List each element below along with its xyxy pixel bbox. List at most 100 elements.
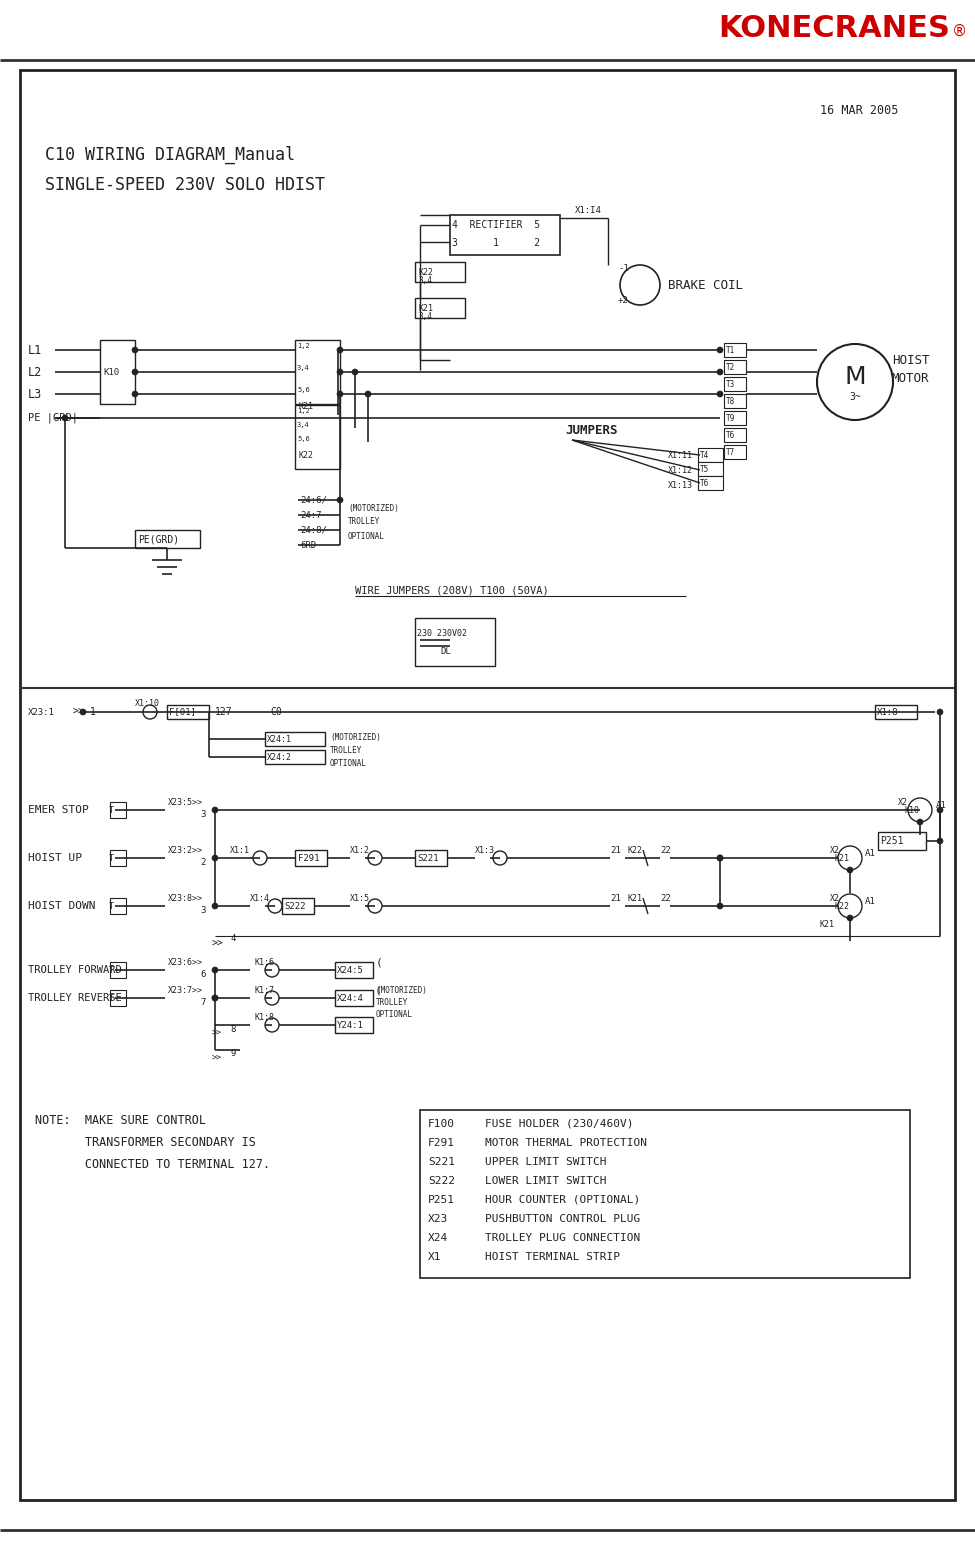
Circle shape (337, 369, 343, 375)
Text: 5,6: 5,6 (297, 436, 310, 442)
Bar (335, 1017, 373, 1033)
Bar (698, 476, 723, 490)
Text: (MOTORIZED): (MOTORIZED) (330, 732, 381, 741)
Bar (295, 850, 327, 865)
Text: 3,4: 3,4 (418, 312, 432, 321)
Bar (698, 462, 723, 476)
Text: X2: X2 (898, 797, 908, 807)
Text: MOTOR THERMAL PROTECTION: MOTOR THERMAL PROTECTION (485, 1138, 647, 1148)
Bar (698, 448, 723, 462)
Text: 2: 2 (200, 858, 206, 867)
Text: TROLLEY: TROLLEY (376, 997, 409, 1007)
Text: HOIST TERMINAL STRIP: HOIST TERMINAL STRIP (485, 1252, 620, 1263)
Bar (335, 962, 373, 979)
Text: X1:I4: X1:I4 (575, 205, 602, 214)
Bar (135, 530, 200, 548)
Text: 22: 22 (660, 893, 671, 903)
Circle shape (368, 900, 382, 914)
Text: K21: K21 (820, 920, 835, 929)
Text: >>: >> (212, 938, 223, 949)
Text: K22: K22 (418, 267, 433, 276)
Text: X24: X24 (428, 1233, 448, 1242)
Bar (878, 831, 926, 850)
Text: 3,4: 3,4 (418, 276, 432, 284)
Text: PE(GRD): PE(GRD) (138, 534, 179, 544)
Bar (110, 990, 126, 1007)
Text: 16 MAR 2005: 16 MAR 2005 (820, 104, 898, 116)
Text: DL: DL (440, 647, 450, 656)
Circle shape (838, 845, 862, 870)
Text: A1: A1 (865, 848, 876, 858)
Text: MOTOR: MOTOR (892, 372, 929, 385)
Bar (724, 411, 746, 425)
Text: HOIST: HOIST (892, 354, 929, 366)
Text: TROLLEY PLUG CONNECTION: TROLLEY PLUG CONNECTION (485, 1233, 641, 1242)
Text: T1: T1 (726, 346, 735, 355)
Text: LOWER LIMIT SWITCH: LOWER LIMIT SWITCH (485, 1176, 606, 1187)
Text: 6: 6 (200, 969, 206, 979)
Circle shape (717, 855, 723, 861)
Circle shape (908, 799, 932, 822)
Text: X2: X2 (830, 845, 840, 855)
Circle shape (717, 855, 723, 861)
Text: M: M (844, 364, 866, 389)
Text: EMER STOP: EMER STOP (28, 805, 89, 814)
Text: T: T (108, 901, 113, 910)
Text: SINGLE-SPEED 230V SOLO HDIST: SINGLE-SPEED 230V SOLO HDIST (45, 175, 325, 194)
Circle shape (717, 391, 723, 397)
Text: X1:5: X1:5 (350, 893, 370, 903)
Text: +2: +2 (618, 296, 629, 304)
Bar (335, 990, 373, 1007)
Text: X1:10: X1:10 (135, 698, 160, 707)
Text: OPTIONAL: OPTIONAL (348, 532, 385, 540)
Bar (724, 377, 746, 391)
Bar (167, 706, 209, 720)
Circle shape (937, 709, 943, 715)
Text: TROLLEY FORWARD: TROLLEY FORWARD (28, 965, 122, 976)
Text: 9: 9 (230, 1050, 235, 1058)
Text: T5: T5 (700, 464, 709, 473)
Text: X1:3: X1:3 (475, 845, 495, 855)
Text: X24:1: X24:1 (267, 735, 292, 743)
Circle shape (132, 369, 138, 375)
Text: F291: F291 (428, 1138, 455, 1148)
Text: 3      1      2: 3 1 2 (452, 237, 540, 248)
Bar (724, 360, 746, 374)
Circle shape (212, 966, 218, 972)
Bar (415, 262, 465, 282)
Circle shape (62, 416, 68, 420)
Circle shape (212, 807, 218, 813)
Text: TRANSFORMER SECONDARY IS: TRANSFORMER SECONDARY IS (35, 1135, 255, 1148)
Text: X1:2: X1:2 (350, 845, 370, 855)
Text: JUMPERS: JUMPERS (565, 423, 617, 436)
Text: X2: X2 (830, 893, 840, 903)
Text: X1:12: X1:12 (668, 465, 693, 475)
Text: K21: K21 (298, 402, 313, 411)
Text: 24:6/: 24:6/ (300, 495, 327, 504)
Circle shape (212, 855, 218, 861)
Text: X23:8>>: X23:8>> (168, 893, 203, 903)
Text: 21: 21 (610, 845, 621, 855)
Circle shape (352, 369, 358, 375)
Text: F291: F291 (298, 853, 320, 862)
Text: A1: A1 (865, 896, 876, 906)
Text: P251: P251 (880, 836, 904, 845)
Text: X23:5>>: X23:5>> (168, 797, 203, 807)
Text: C10 WIRING DIAGRAM_Manual: C10 WIRING DIAGRAM_Manual (45, 146, 295, 164)
Text: (: ( (375, 985, 382, 996)
Text: UPPER LIMIT SWITCH: UPPER LIMIT SWITCH (485, 1157, 606, 1166)
Text: 24:8/: 24:8/ (300, 526, 327, 535)
Text: 4: 4 (230, 934, 235, 943)
Text: 3,4: 3,4 (297, 422, 310, 428)
Circle shape (265, 1017, 279, 1031)
Bar (110, 850, 126, 865)
Bar (295, 340, 340, 403)
Text: S221: S221 (428, 1157, 455, 1166)
Text: T6: T6 (726, 431, 735, 439)
Text: T7: T7 (726, 448, 735, 456)
Text: T9: T9 (726, 414, 735, 422)
Text: >>: >> (73, 707, 85, 717)
Text: X1:1: X1:1 (230, 845, 250, 855)
Text: 24:7: 24:7 (300, 510, 322, 520)
Circle shape (268, 900, 282, 914)
